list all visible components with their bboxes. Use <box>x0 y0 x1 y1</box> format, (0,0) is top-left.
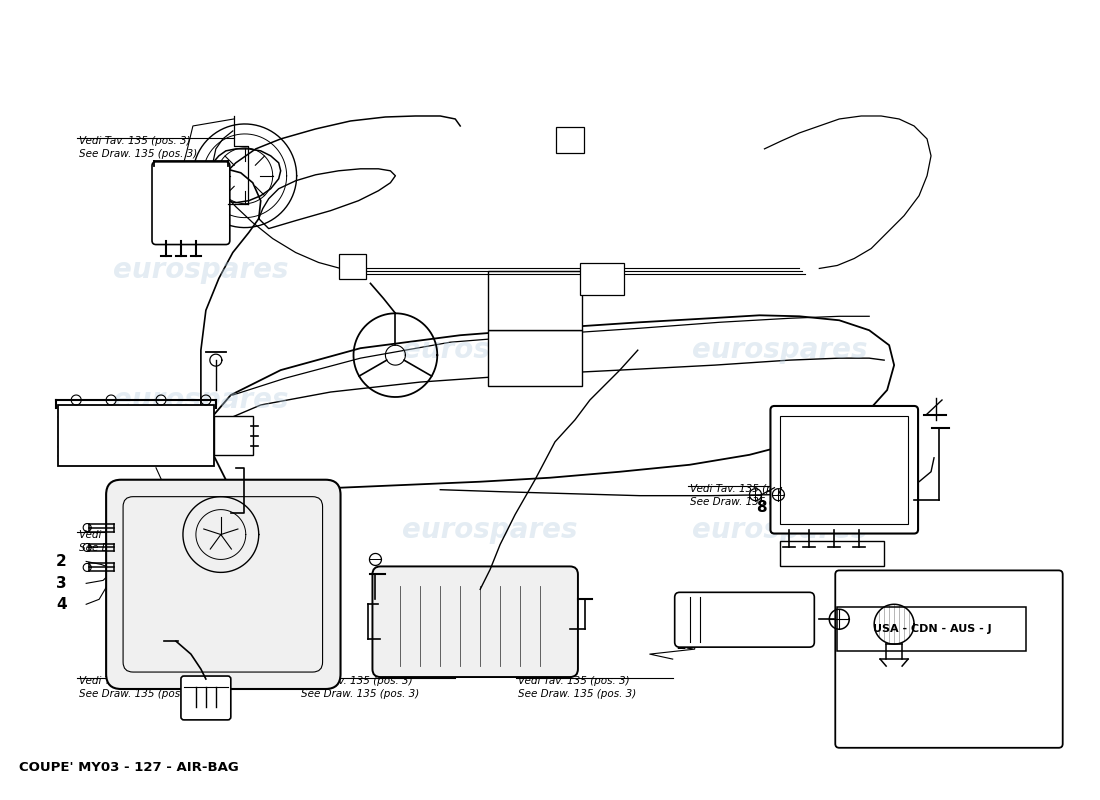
Text: 4: 4 <box>56 597 66 612</box>
Text: Vedi Tav. 135 (pos. 3): Vedi Tav. 135 (pos. 3) <box>518 676 629 686</box>
Text: eurospares: eurospares <box>113 386 288 414</box>
Text: See Draw. 135 (pos. 5): See Draw. 135 (pos. 5) <box>690 497 807 506</box>
FancyBboxPatch shape <box>780 416 909 523</box>
Text: 1: 1 <box>186 651 196 666</box>
Text: Vedi Tav. 135 (pos. 3): Vedi Tav. 135 (pos. 3) <box>79 136 190 146</box>
FancyBboxPatch shape <box>152 162 230 245</box>
Text: See Draw. 135 (pos. 3): See Draw. 135 (pos. 3) <box>79 542 197 553</box>
FancyBboxPatch shape <box>106 480 341 689</box>
Text: eurospares: eurospares <box>113 257 288 285</box>
Text: 15: 15 <box>200 188 221 203</box>
Text: 3: 3 <box>56 576 66 591</box>
FancyBboxPatch shape <box>770 406 918 534</box>
Text: 13: 13 <box>675 637 696 652</box>
Text: eurospares: eurospares <box>692 336 867 364</box>
Text: 17: 17 <box>86 406 107 422</box>
Text: Vedi Tav. 135 (pos. 3): Vedi Tav. 135 (pos. 3) <box>79 530 190 539</box>
Text: eurospares: eurospares <box>403 336 578 364</box>
Text: 12: 12 <box>56 406 77 422</box>
Text: COUPE' MY03 - 127 - AIR-BAG: COUPE' MY03 - 127 - AIR-BAG <box>20 761 239 774</box>
Text: See Draw. 135 (pos. 3): See Draw. 135 (pos. 3) <box>79 689 197 699</box>
Text: eurospares: eurospares <box>403 515 578 543</box>
Text: 2: 2 <box>56 554 67 569</box>
Text: 18: 18 <box>899 617 920 632</box>
FancyBboxPatch shape <box>780 541 884 566</box>
FancyBboxPatch shape <box>339 254 366 279</box>
FancyBboxPatch shape <box>674 592 814 647</box>
FancyBboxPatch shape <box>488 330 582 386</box>
Text: See Draw. 135 (pos. 3): See Draw. 135 (pos. 3) <box>79 149 197 159</box>
Text: 14: 14 <box>161 188 182 203</box>
Text: USA - CDN - AUS - J: USA - CDN - AUS - J <box>872 624 991 634</box>
FancyBboxPatch shape <box>213 416 253 455</box>
Text: See Draw. 135 (pos. 3): See Draw. 135 (pos. 3) <box>300 689 419 699</box>
Text: Vedi Tav. 135 (pos. 3): Vedi Tav. 135 (pos. 3) <box>300 676 412 686</box>
Text: 5: 5 <box>434 650 446 665</box>
Text: 6: 6 <box>405 650 416 665</box>
FancyBboxPatch shape <box>488 271 582 330</box>
Text: See Draw. 135 (pos. 3): See Draw. 135 (pos. 3) <box>518 689 636 699</box>
Text: 10: 10 <box>56 446 77 460</box>
FancyBboxPatch shape <box>837 607 1026 651</box>
Text: Vedi Tav. 135 (pos. 5): Vedi Tav. 135 (pos. 5) <box>690 484 801 494</box>
Text: 7: 7 <box>879 447 890 462</box>
Text: 8: 8 <box>756 500 767 515</box>
Text: 9: 9 <box>784 500 794 515</box>
FancyBboxPatch shape <box>556 127 584 153</box>
Text: 16: 16 <box>183 188 204 203</box>
FancyBboxPatch shape <box>58 405 213 466</box>
FancyBboxPatch shape <box>373 566 578 677</box>
Text: 11: 11 <box>86 446 107 460</box>
FancyBboxPatch shape <box>123 497 322 672</box>
FancyBboxPatch shape <box>180 676 231 720</box>
Text: eurospares: eurospares <box>692 515 867 543</box>
FancyBboxPatch shape <box>835 570 1063 748</box>
FancyBboxPatch shape <box>580 263 624 295</box>
Text: Vedi Tav. 135 (pos. 3): Vedi Tav. 135 (pos. 3) <box>79 676 190 686</box>
